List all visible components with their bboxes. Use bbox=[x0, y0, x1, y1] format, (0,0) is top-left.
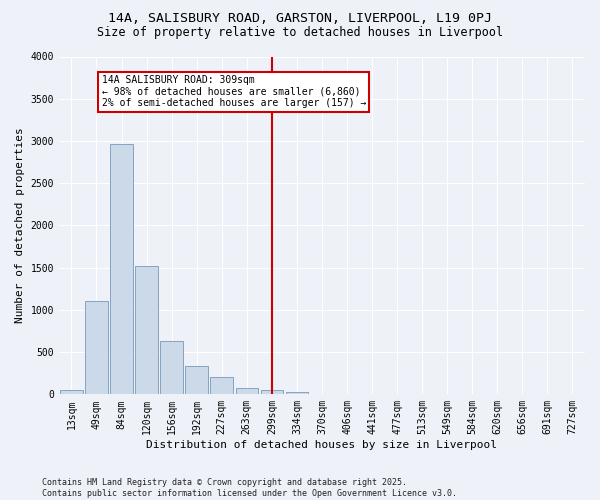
Text: Size of property relative to detached houses in Liverpool: Size of property relative to detached ho… bbox=[97, 26, 503, 39]
Bar bbox=[160, 341, 183, 394]
X-axis label: Distribution of detached houses by size in Liverpool: Distribution of detached houses by size … bbox=[146, 440, 497, 450]
Bar bbox=[136, 266, 158, 394]
Bar bbox=[286, 392, 308, 394]
Text: 14A SALISBURY ROAD: 309sqm
← 98% of detached houses are smaller (6,860)
2% of se: 14A SALISBURY ROAD: 309sqm ← 98% of deta… bbox=[101, 75, 366, 108]
Bar bbox=[211, 376, 233, 394]
Bar bbox=[260, 390, 283, 394]
Text: Contains HM Land Registry data © Crown copyright and database right 2025.
Contai: Contains HM Land Registry data © Crown c… bbox=[42, 478, 457, 498]
Text: 14A, SALISBURY ROAD, GARSTON, LIVERPOOL, L19 0PJ: 14A, SALISBURY ROAD, GARSTON, LIVERPOOL,… bbox=[108, 12, 492, 26]
Bar bbox=[110, 144, 133, 394]
Bar bbox=[185, 366, 208, 394]
Bar bbox=[236, 388, 258, 394]
Bar bbox=[60, 390, 83, 394]
Bar bbox=[85, 302, 108, 394]
Y-axis label: Number of detached properties: Number of detached properties bbox=[15, 128, 25, 324]
